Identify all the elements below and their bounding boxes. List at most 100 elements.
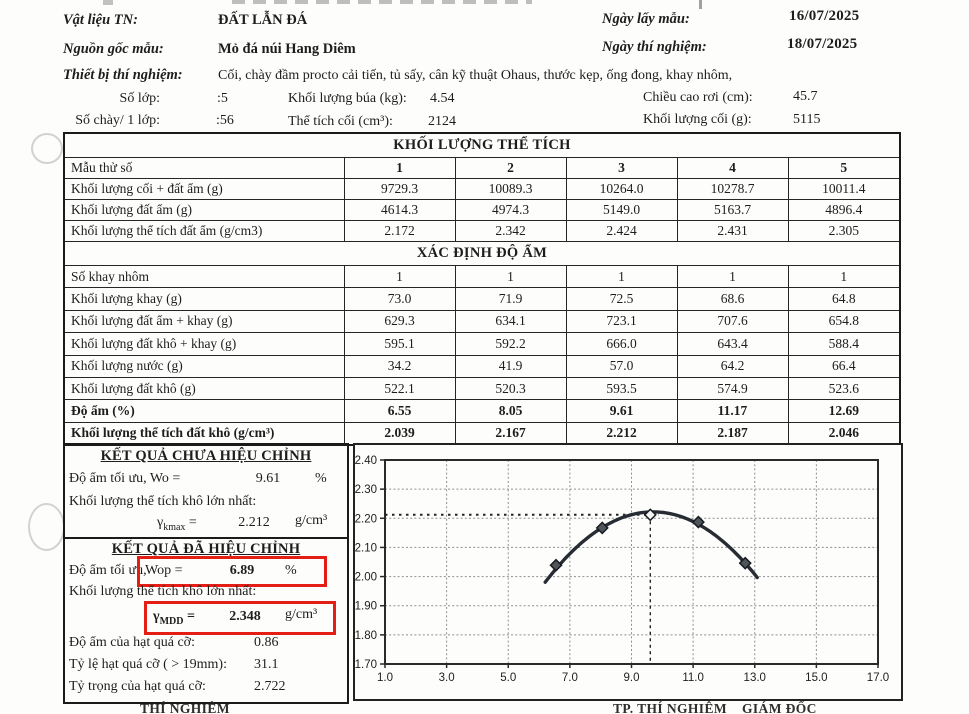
row-label: Mẫu thử số bbox=[63, 157, 345, 179]
x-tick-label: 17.0 bbox=[867, 672, 889, 684]
y-tick-label: 2.10 bbox=[355, 542, 377, 554]
table-cell: 522.1 bbox=[343, 376, 456, 401]
layers-label: Số lớp: bbox=[119, 91, 160, 106]
table-cell: 10264.0 bbox=[565, 178, 678, 200]
table-cell: 4 bbox=[676, 157, 789, 179]
y-tick-label: 2.20 bbox=[355, 513, 377, 525]
sample-date-label: Ngày lấy mẫu: bbox=[602, 11, 690, 27]
gamma-mdd-value: 2.348 bbox=[229, 609, 261, 624]
y-tick-label: 2.30 bbox=[355, 484, 377, 496]
table-cell: 3 bbox=[565, 157, 678, 179]
gamma-subscript: MDD bbox=[159, 615, 184, 627]
signature-caption-lab-head: TP. THÍ NGHIỆM bbox=[613, 701, 728, 714]
material-label: Vật liệu TN: bbox=[63, 12, 138, 28]
peak-point-marker bbox=[643, 508, 657, 522]
row-label: Khối lượng thể tích đất khô (g/cm³) bbox=[63, 421, 345, 446]
cut-off-text-smudge bbox=[699, 0, 702, 9]
corrected-results-box: KẾT QUẢ ĐÃ HIỆU CHỈNH Độ ẩm tối ưu, Wop … bbox=[63, 537, 349, 704]
table-section-title: KHỐI LƯỢNG THỂ TÍCH bbox=[63, 132, 901, 158]
hammer-mass-value: 4.54 bbox=[430, 91, 455, 106]
max-dry-density-intro: Khối lượng thể tích khô lớn nhất: bbox=[69, 494, 257, 509]
corrected-results-title: KẾT QUẢ ĐÃ HIỆU CHỈNH bbox=[111, 541, 301, 557]
x-tick-label: 7.0 bbox=[562, 672, 578, 684]
y-tick-label: 2.40 bbox=[355, 455, 377, 467]
table-cell: 2.424 bbox=[565, 220, 678, 242]
mold-volume-label: Thể tích cối (cm³): bbox=[288, 114, 393, 129]
equals-sign: = bbox=[186, 609, 195, 624]
table-cell: 8.05 bbox=[454, 399, 567, 423]
gamma-symbol: γ bbox=[153, 609, 160, 624]
gamma-symbol: γ bbox=[157, 515, 164, 530]
oversize-ratio-value: 31.1 bbox=[254, 657, 279, 672]
uncorrected-results-box: KẾT QUẢ CHƯA HIỆU CHỈNH Độ ẩm tối ưu, Wo… bbox=[63, 443, 349, 539]
table-cell: 1 bbox=[454, 264, 567, 289]
table-cell: 1 bbox=[787, 264, 901, 289]
optimum-moisture-value: 9.61 bbox=[255, 471, 281, 486]
table-cell: 64.2 bbox=[676, 354, 789, 378]
y-tick-label: 1.90 bbox=[355, 601, 377, 613]
test-date-label: Ngày thí nghiệm: bbox=[602, 39, 707, 55]
table-cell: 4614.3 bbox=[343, 199, 456, 221]
uncorrected-results-title: KẾT QUẢ CHƯA HIỆU CHỈNH bbox=[100, 448, 312, 464]
sample-date-value: 16/07/2025 bbox=[789, 8, 860, 24]
table-cell: 592.2 bbox=[454, 332, 567, 356]
oversize-gravity-label: Tỷ trọng của hạt quá cỡ: bbox=[69, 679, 206, 694]
punch-hole-mark bbox=[28, 503, 65, 551]
cut-off-text-smudge bbox=[103, 0, 113, 5]
x-tick-label: 9.0 bbox=[624, 672, 640, 684]
table-cell: 723.1 bbox=[565, 309, 678, 334]
gamma-kmax-line: γkmax = bbox=[157, 515, 197, 533]
table-cell: 574.9 bbox=[676, 376, 789, 401]
oversize-ratio-label: Tỷ lệ hạt quá cỡ ( > 19mm): bbox=[69, 657, 227, 672]
test-date-value: 18/07/2025 bbox=[787, 36, 858, 52]
table-row: Khối lượng thể tích đất ẩm (g/cm3) 2.172 2… bbox=[63, 220, 901, 242]
signature-caption-director: GIÁM ĐỐC bbox=[742, 701, 817, 714]
x-tick-label: 3.0 bbox=[439, 672, 455, 684]
data-point-marker bbox=[595, 521, 609, 535]
punch-hole-mark bbox=[31, 133, 63, 164]
table-row: Khối lượng đất ẩm (g) 4614.3 4974.3 5149.0 5… bbox=[63, 199, 901, 221]
table-cell: 4974.3 bbox=[454, 199, 567, 221]
optimum-moisture-corrected-label: Độ ẩm tối ưu, bbox=[69, 563, 147, 578]
table-section-title: XÁC ĐỊNH ĐỘ ẨM bbox=[63, 241, 901, 266]
table-cell: 10011.4 bbox=[787, 178, 901, 200]
table-cell: 5163.7 bbox=[676, 199, 789, 221]
table-cell: 1 bbox=[343, 264, 456, 289]
x-tick-label: 13.0 bbox=[744, 672, 766, 684]
table-cell: 68.6 bbox=[676, 287, 789, 311]
row-label: Khối lượng đất ẩm (g) bbox=[63, 199, 345, 221]
table-cell: 57.0 bbox=[565, 354, 678, 378]
highlight-box-wop: Wop = 6.89 % bbox=[137, 556, 327, 587]
table-cell: 2.212 bbox=[565, 421, 678, 446]
table-row: Số khay nhôm 1 1 1 1 1 bbox=[63, 264, 901, 289]
y-tick-label: 1.70 bbox=[355, 659, 377, 671]
equipment-label: Thiết bị thí nghiệm: bbox=[63, 67, 183, 83]
mold-mass-label: Khối lượng cối (g): bbox=[643, 112, 752, 127]
drop-height-value: 45.7 bbox=[793, 89, 818, 104]
data-point-marker bbox=[549, 558, 563, 572]
table-cell: 41.9 bbox=[454, 354, 567, 378]
row-label: Độ ẩm (%) bbox=[63, 399, 345, 423]
compaction-chart-frame: 1.0 3.0 5.0 7.0 9.0 11.0 13.0 15.0 17.0 1.70 1.80 1… bbox=[353, 443, 903, 701]
table-cell: 707.6 bbox=[676, 309, 789, 334]
table-cell: 2.305 bbox=[787, 220, 901, 242]
max-dry-density-corrected-intro: Khối lượng thể tích khô lớn nhất: bbox=[69, 584, 257, 599]
blows-value: :56 bbox=[216, 113, 234, 128]
table-cell: 2.039 bbox=[343, 421, 456, 446]
table-cell: 2.167 bbox=[454, 421, 567, 446]
gamma-mdd-line: γMDD = bbox=[153, 609, 195, 627]
test-data-table: KHỐI LƯỢNG THỂ TÍCH Mẫu thử số 1 2 3 4 5 Khối l… bbox=[63, 132, 902, 447]
table-cell: 5 bbox=[787, 157, 901, 179]
table-cell: 2.431 bbox=[676, 220, 789, 242]
mold-volume-value: 2124 bbox=[428, 114, 456, 129]
table-row: Khối lượng cối + đất ẩm (g) 9729.3 10089.3… bbox=[63, 178, 901, 200]
material-value: ĐẤT LẪN ĐÁ bbox=[218, 12, 308, 28]
row-label: Khối lượng đất khô (g) bbox=[63, 376, 345, 401]
gamma-kmax-value: 2.212 bbox=[238, 515, 270, 530]
table-row: Khối lượng đất khô (g) 522.1 520.3 593.5 574… bbox=[63, 376, 901, 401]
table-cell: 1 bbox=[343, 157, 456, 179]
x-tick-label: 15.0 bbox=[805, 672, 827, 684]
row-label: Khối lượng thể tích đất ẩm (g/cm3) bbox=[63, 220, 345, 242]
compaction-curve-chart: 1.0 3.0 5.0 7.0 9.0 11.0 13.0 15.0 17.0 1.70 1.80 1… bbox=[355, 455, 890, 684]
table-cell: 643.4 bbox=[676, 332, 789, 356]
